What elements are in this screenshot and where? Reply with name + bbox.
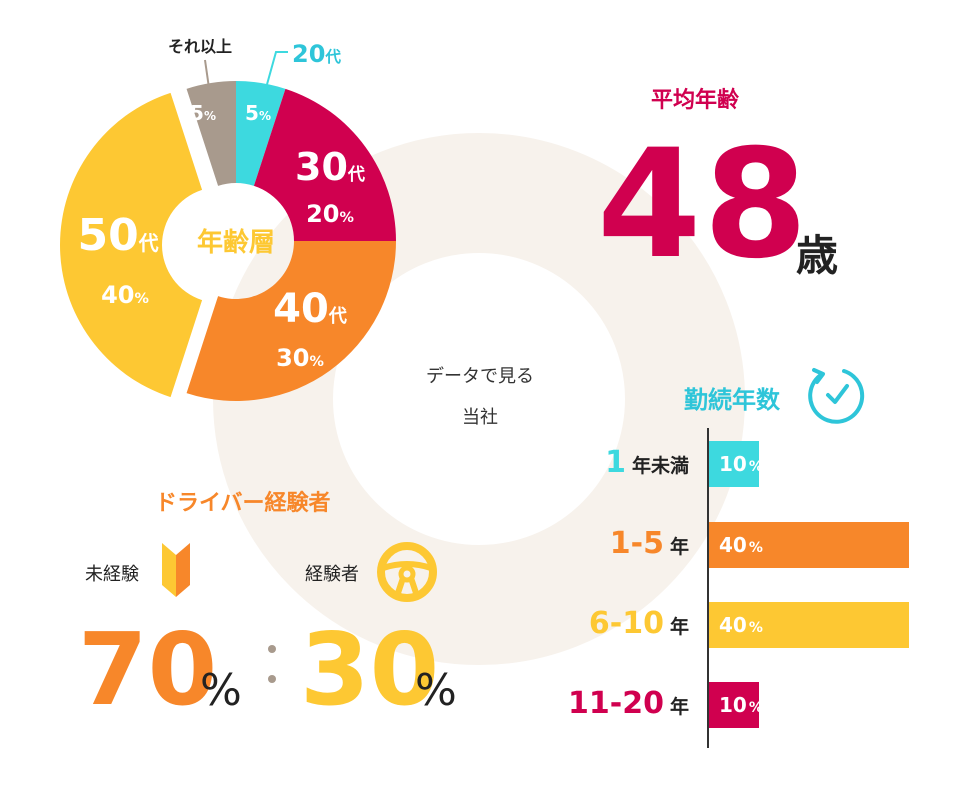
- experienced-percent-unit: %: [415, 665, 457, 716]
- pie-value-label-1: 20%: [306, 200, 354, 228]
- tenure-bar-1: [709, 522, 909, 568]
- tenure-bar-value-2: 40%: [719, 613, 763, 637]
- pie-external-label-0: 20代: [292, 40, 341, 68]
- novice-percentage: 70: [78, 611, 218, 728]
- background-ring-circle: [213, 133, 745, 665]
- center-caption-line2: 当社: [462, 407, 498, 428]
- pie-value-label-3: 40%: [101, 281, 149, 309]
- pie-category-label-3: 50代: [77, 210, 158, 261]
- novice-label: 未経験: [85, 564, 139, 585]
- pie-category-label-2: 40代: [273, 286, 347, 332]
- tenure-bar-0: [709, 441, 759, 487]
- tenure-bar-value-3: 10%: [719, 693, 763, 717]
- beginner-mark-icon: [162, 543, 190, 597]
- tenure-category-label-1: 1-5 年: [609, 526, 689, 561]
- tenure-bar-2: [709, 602, 909, 648]
- pie-slice-0: [236, 81, 286, 186]
- tenure-bar-value-1: 40%: [719, 533, 763, 557]
- clock-icon: [808, 368, 865, 424]
- pie-slice-2: [186, 241, 396, 402]
- pie-category-label-1: 30代: [295, 145, 366, 189]
- steering-wheel-icon: [377, 542, 437, 602]
- experienced-label: 経験者: [305, 564, 359, 585]
- pie-value-label-4: 5%: [190, 101, 216, 125]
- pie-value-label-2: 30%: [276, 344, 324, 372]
- driver-experience-title: ドライバー経験者: [155, 491, 331, 516]
- average-age-unit: 歳: [796, 231, 839, 280]
- pie-slice-4: [186, 81, 236, 186]
- pie-leader-line-4: [204, 59, 210, 89]
- pie-center-title: 年齢層: [197, 227, 275, 258]
- ratio-separator-dot-top: [268, 645, 276, 653]
- tenure-category-label-3: 11-20 年: [568, 686, 689, 721]
- pie-external-label-4: それ以上: [168, 37, 232, 56]
- pie-slice-1: [253, 88, 396, 241]
- tenure-bar-value-0: 10%: [719, 452, 763, 476]
- tenure-category-label-0: 1 年未満: [605, 445, 689, 480]
- pie-leader-line-0: [265, 51, 288, 89]
- tenure-bar-3: [709, 682, 759, 728]
- pie-value-label-0: 5%: [245, 101, 271, 125]
- average-age-title: 平均年齢: [651, 88, 740, 113]
- tenure-axis-line: [707, 428, 709, 748]
- ratio-separator-dot-bottom: [268, 675, 276, 683]
- tenure-title: 勤続年数: [684, 386, 780, 414]
- tenure-category-label-2: 6-10 年: [588, 606, 689, 641]
- center-caption-line1: データで見る: [426, 366, 534, 387]
- novice-percent-unit: %: [200, 665, 242, 716]
- average-age-value: 48: [597, 118, 810, 292]
- pie-slice-3: [59, 92, 203, 398]
- experienced-percentage: 30: [300, 611, 440, 728]
